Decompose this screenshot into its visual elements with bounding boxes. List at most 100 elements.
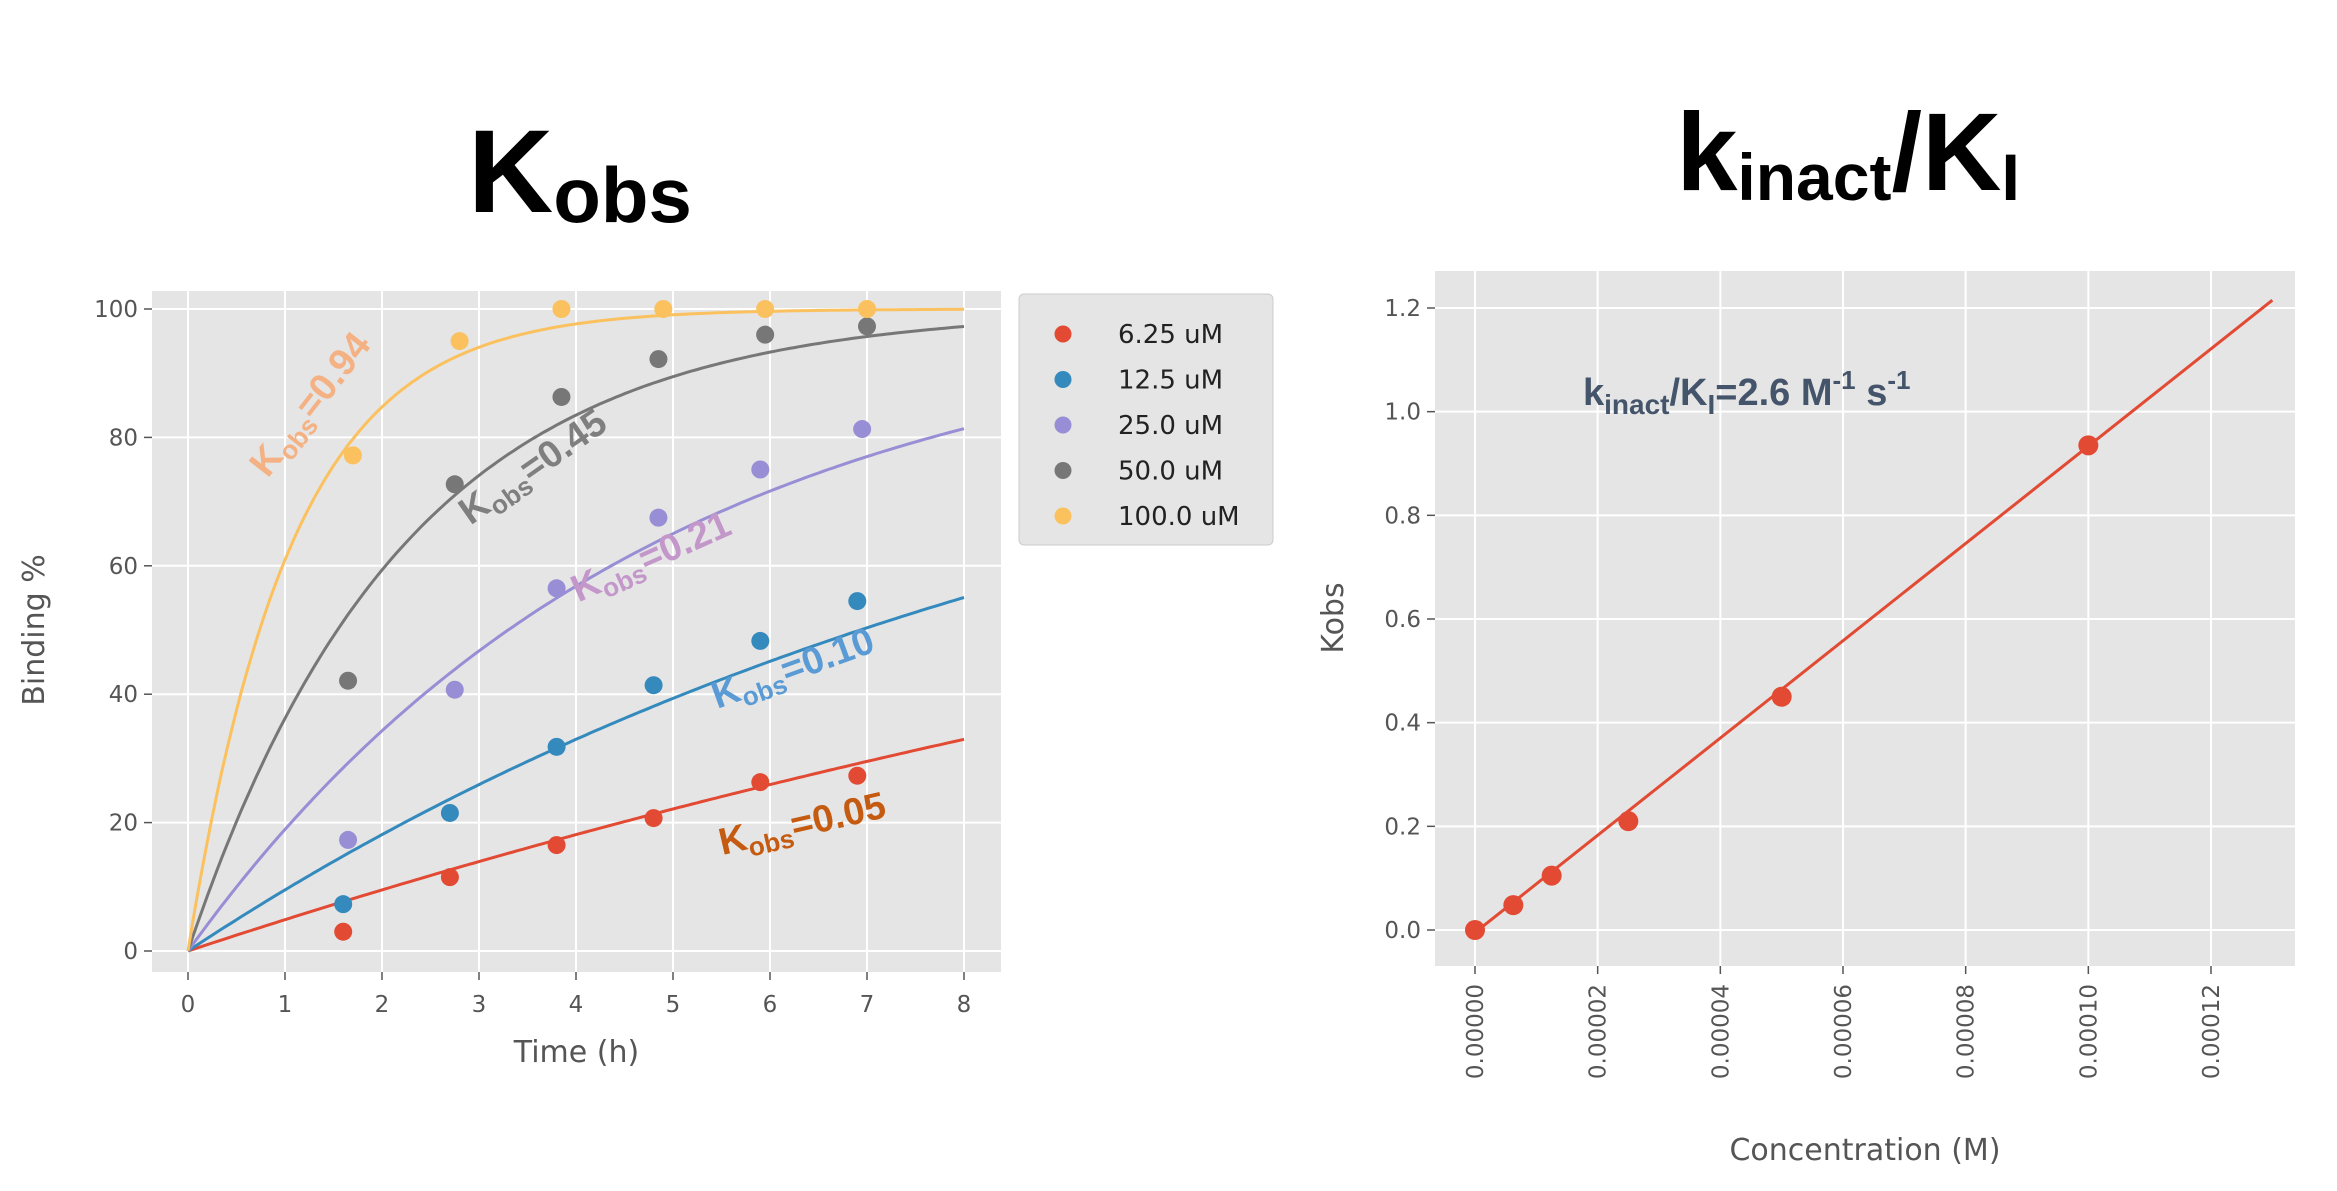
y-tick-label: 0.4 xyxy=(1384,711,1421,737)
data-point xyxy=(2078,435,2099,456)
data-point xyxy=(547,836,566,855)
data-point xyxy=(649,508,668,527)
x-tick-label: 3 xyxy=(472,992,487,1018)
annotation-sup: -1 xyxy=(1887,365,1910,395)
y-axis-label: Kobs xyxy=(1316,582,1351,653)
data-point xyxy=(552,300,571,318)
legend-label: 100.0 uM xyxy=(1118,502,1240,532)
data-point xyxy=(445,680,464,699)
data-point xyxy=(654,300,673,318)
data-point xyxy=(552,387,571,406)
data-point xyxy=(644,809,663,828)
data-point xyxy=(440,868,459,887)
annotation-sub: I xyxy=(1708,389,1716,420)
y-tick-label: 0.0 xyxy=(1384,918,1421,944)
data-point xyxy=(547,737,566,756)
fit-curve-12.5uM xyxy=(187,596,965,953)
data-point xyxy=(440,803,459,822)
x-tick-label: 7 xyxy=(860,992,875,1018)
y-tick-label: 80 xyxy=(109,425,138,451)
x-tick-label: 0.00006 xyxy=(1831,984,1857,1079)
y-tick-label: 0.2 xyxy=(1384,814,1421,840)
y-tick-label: 20 xyxy=(109,811,138,837)
legend-marker xyxy=(1054,371,1072,388)
data-point xyxy=(751,460,770,479)
data-point xyxy=(858,300,876,318)
x-tick-label: 0.00002 xyxy=(1586,984,1612,1079)
x-axis-label: Time (h) xyxy=(513,1035,639,1070)
x-axis-label: Concentration (M) xyxy=(1729,1133,2000,1168)
annotation-value: =2.6 M xyxy=(1715,372,1832,414)
data-point xyxy=(751,773,770,792)
data-point xyxy=(339,830,358,849)
fit-curve-25.0uM xyxy=(186,427,965,952)
x-tick-label: 0.00012 xyxy=(2199,984,2225,1079)
legend-label: 6.25 uM xyxy=(1118,320,1223,350)
x-tick-label: 2 xyxy=(375,992,390,1018)
x-tick-label: 0.00010 xyxy=(2076,984,2102,1079)
data-point xyxy=(848,766,867,785)
kinact-annotation: kinact/KI=2.6 M-1 s-1 xyxy=(1583,365,1910,420)
y-tick-label: 100 xyxy=(94,297,138,323)
annotation-sup: -1 xyxy=(1833,365,1856,395)
data-point xyxy=(450,332,469,351)
y-tick-label: 1.2 xyxy=(1384,296,1421,322)
legend-marker xyxy=(1054,507,1072,525)
data-point xyxy=(1541,865,1562,886)
data-point xyxy=(1503,895,1524,916)
fit-curve-6.25uM xyxy=(187,737,965,953)
data-point xyxy=(853,420,872,439)
legend-marker xyxy=(1054,416,1072,434)
x-tick-label: 4 xyxy=(569,992,584,1018)
data-point xyxy=(445,475,464,494)
x-tick-label: 8 xyxy=(957,992,972,1018)
data-point xyxy=(756,325,775,344)
kobs-chart: 0.00000 0.00002 0.00004 0.00006 0.00008 0.000… xyxy=(1316,271,2295,1168)
legend-label: 12.5 uM xyxy=(1118,366,1223,396)
y-tick-label: 60 xyxy=(109,554,138,580)
data-point xyxy=(649,350,668,369)
data-point xyxy=(1465,920,1485,940)
legend-marker xyxy=(1054,462,1072,479)
annotation-k: /K xyxy=(1670,372,1709,414)
fit-curve-100.0uM xyxy=(186,307,965,952)
x-tick-label: 0.00000 xyxy=(1463,984,1489,1079)
x-tick-label: 5 xyxy=(666,992,681,1018)
annotation-k: k xyxy=(1583,372,1605,414)
legend-marker xyxy=(1054,325,1072,343)
legend-label: 50.0 uM xyxy=(1118,457,1223,487)
y-tick-label: 1.0 xyxy=(1384,400,1421,426)
right-title: kinact/KI xyxy=(1676,91,2020,214)
data-point xyxy=(858,317,876,336)
y-tick-label: 0 xyxy=(123,939,138,965)
left-title: Kobs xyxy=(468,106,692,239)
y-tick-label: 0.6 xyxy=(1384,607,1421,633)
x-tick-label: 0.00004 xyxy=(1708,984,1734,1079)
x-tick-label: 1 xyxy=(278,992,293,1018)
legend xyxy=(1018,293,1274,546)
y-tick-label: 40 xyxy=(109,682,138,708)
data-point xyxy=(644,676,663,695)
data-point xyxy=(751,631,770,650)
x-tick-label: 0 xyxy=(181,992,196,1018)
data-point xyxy=(334,895,353,914)
y-tick-label: 0.8 xyxy=(1384,503,1421,529)
data-point xyxy=(1618,811,1639,832)
annotation-sub: inact xyxy=(1604,389,1669,420)
data-point xyxy=(848,592,867,611)
fit-line xyxy=(1474,299,2274,934)
data-point xyxy=(547,579,566,598)
data-point xyxy=(334,922,353,941)
annotation-unit: s xyxy=(1856,372,1888,414)
data-point xyxy=(343,446,362,465)
x-tick-label: 6 xyxy=(763,992,778,1018)
data-point xyxy=(339,671,358,690)
data-point xyxy=(756,300,775,318)
legend-label: 25.0 uM xyxy=(1118,411,1223,441)
fit-curve-50.0uM xyxy=(186,325,965,952)
y-axis-label: Binding % xyxy=(17,554,52,705)
data-point xyxy=(1771,686,1792,707)
x-tick-label: 0.00008 xyxy=(1954,984,1980,1079)
